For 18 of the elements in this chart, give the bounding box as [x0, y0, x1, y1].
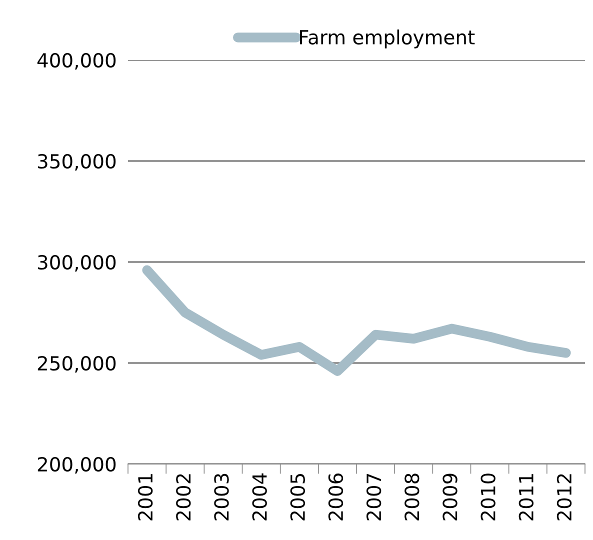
- x-tick-label: 2005: [290, 474, 306, 520]
- x-tick-label: 2010: [480, 474, 496, 520]
- x-tick-label: 2007: [366, 474, 382, 520]
- x-tick-label: 2011: [518, 474, 534, 520]
- x-tick-label: 2002: [176, 474, 191, 520]
- x-tick-label: 2008: [404, 474, 420, 520]
- x-tick-label: 2003: [214, 474, 229, 520]
- y-tick-label: 250,000: [38, 356, 116, 373]
- x-tick-label: 2012: [556, 474, 572, 520]
- x-tick-label: 2004: [252, 473, 267, 520]
- x-tick-label: 2009: [442, 474, 458, 520]
- y-tick-label: 200,000: [38, 456, 116, 474]
- y-tick-label: 350,000: [38, 154, 116, 171]
- y-tick-label: 400,000: [37, 52, 116, 70]
- y-tick-label: 300,000: [38, 254, 116, 272]
- x-tick-label: 2006: [328, 474, 344, 520]
- x-tick-label: 2001: [138, 474, 153, 520]
- legend-label: Farm employment: [300, 30, 475, 48]
